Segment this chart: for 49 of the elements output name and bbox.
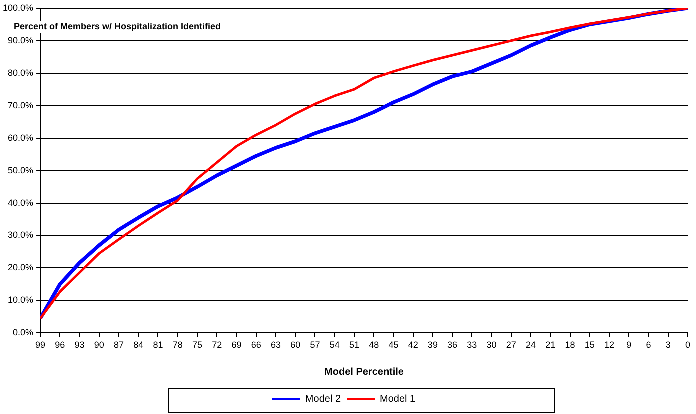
x-tick-label: 21 <box>546 340 556 350</box>
x-tick-label: 54 <box>330 340 340 350</box>
x-tick-label: 15 <box>584 340 595 350</box>
y-tick-label: 20.0% <box>8 262 34 273</box>
x-tick-label: 72 <box>212 340 222 350</box>
x-tick-label: 30 <box>486 340 497 350</box>
y-tick-label: 90.0% <box>8 35 34 46</box>
x-tick-label: 9 <box>626 340 632 350</box>
x-tick-label: 81 <box>153 340 164 350</box>
y-tick-label: 40.0% <box>8 198 34 208</box>
x-tick-label: 93 <box>74 340 85 350</box>
y-tick-label: 60.0% <box>8 132 34 143</box>
y-tick-label: 50.0% <box>8 165 34 176</box>
y-axis-title: Percent of Members w/ Hospitalization Identified <box>14 21 222 32</box>
x-tick-label: 84 <box>134 340 144 350</box>
x-tick-label: 87 <box>114 340 124 350</box>
x-tick-label: 69 <box>232 340 242 350</box>
legend-label: Model 1 <box>380 394 416 405</box>
x-tick-label: 36 <box>448 340 458 350</box>
legend-label: Model 2 <box>305 394 342 405</box>
x-tick-label: 57 <box>310 340 320 350</box>
y-tick-label: 70.0% <box>8 100 34 110</box>
y-tick-label: 10.0% <box>8 295 34 306</box>
x-tick-label: 33 <box>467 340 478 350</box>
x-tick-label: 99 <box>36 340 46 350</box>
y-tick-label: 30.0% <box>8 230 34 240</box>
y-tick-label: 0.0% <box>13 328 34 338</box>
x-tick-label: 96 <box>55 340 66 350</box>
x-tick-label: 12 <box>604 340 615 350</box>
x-tick-label: 66 <box>251 340 262 350</box>
x-tick-label: 75 <box>192 340 202 350</box>
x-tick-label: 6 <box>646 340 652 350</box>
x-tick-label: 63 <box>270 340 281 350</box>
x-tick-label: 0 <box>685 340 691 350</box>
x-tick-label: 18 <box>565 340 576 350</box>
x-tick-label: 90 <box>94 340 104 350</box>
x-tick-label: 24 <box>526 340 536 350</box>
x-tick-label: 45 <box>388 340 399 350</box>
x-tick-label: 3 <box>666 340 671 350</box>
x-tick-label: 60 <box>290 340 301 350</box>
x-axis-title: Model Percentile <box>324 366 404 378</box>
x-tick-label: 48 <box>369 340 380 350</box>
y-tick-label: 80.0% <box>8 68 34 78</box>
x-tick-label: 78 <box>172 340 183 350</box>
x-tick-label: 42 <box>408 340 418 350</box>
y-tick-label: 100.0% <box>2 2 34 13</box>
x-tick-label: 51 <box>349 340 360 350</box>
x-tick-label: 39 <box>428 340 438 350</box>
x-tick-label: 27 <box>506 340 516 350</box>
